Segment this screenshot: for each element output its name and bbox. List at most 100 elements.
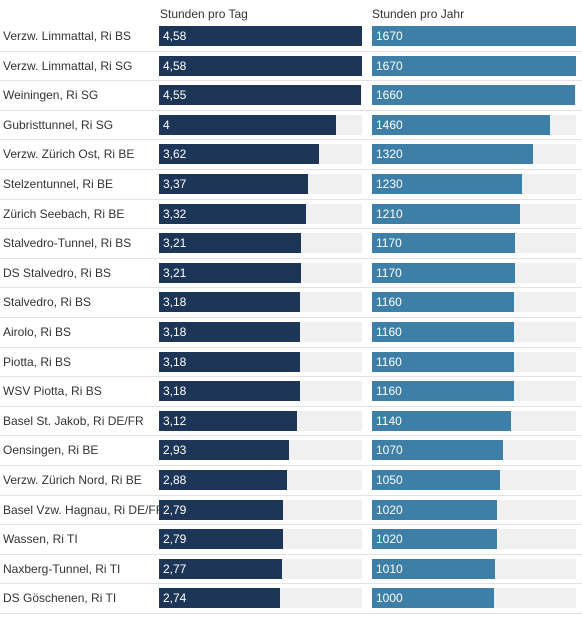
bar-track-tag: 3,18: [159, 351, 362, 372]
bar-value-jahr: 1000: [376, 591, 403, 606]
bar-track-tag: 3,62: [159, 144, 362, 165]
table-row: Gubristtunnel, Ri SG 4 1460: [0, 114, 582, 144]
row-divider: [0, 287, 582, 289]
row-label: Verzw. Zürich Ost, Ri BE: [3, 147, 135, 162]
bar-track-jahr: 1670: [372, 26, 576, 46]
bar-track-jahr: 1070: [372, 440, 576, 461]
row-label: Stalvedro-Tunnel, Ri BS: [3, 236, 132, 251]
row-label: Piotta, Ri BS: [3, 354, 72, 369]
bar-jahr: 1230: [372, 174, 523, 194]
row-divider: [0, 524, 582, 526]
bar-value-tag: 2,79: [163, 502, 187, 517]
bar-value-jahr: 1160: [376, 295, 402, 310]
row-divider: [0, 257, 582, 259]
row-divider: [0, 168, 582, 170]
bar-tag: 3,21: [159, 262, 302, 283]
bar-track-jahr: 1020: [372, 499, 576, 520]
bar-track-tag: 3,21: [159, 262, 362, 283]
row-divider: [0, 50, 582, 52]
bar-track-tag: 2,88: [159, 470, 362, 490]
bar-tag: 2,88: [159, 470, 287, 490]
bar-track-tag: 3,18: [159, 381, 362, 402]
bar-track-jahr: 1160: [372, 292, 576, 313]
row-divider: [0, 376, 582, 378]
row-divider: [0, 553, 582, 555]
row-divider: [0, 80, 582, 82]
table-row: Wassen, Ri TI 2,79 1020: [0, 529, 582, 558]
bar-value-jahr: 1230: [376, 177, 403, 191]
bar-value-tag: 4: [163, 117, 170, 132]
bar-jahr: 1160: [372, 381, 514, 402]
table-row: Oensingen, Ri BE 2,93 1070: [0, 440, 582, 469]
bar-track-jahr: 1320: [372, 144, 576, 165]
bar-track-tag: 3,21: [159, 233, 362, 254]
bar-value-tag: 3,62: [163, 147, 187, 162]
bar-tag: 4,55: [159, 85, 361, 106]
bar-track-jahr: 1050: [372, 470, 576, 490]
bar-value-tag: 3,21: [163, 265, 187, 280]
bar-value-jahr: 1670: [376, 29, 403, 43]
bar-value-jahr: 1020: [376, 502, 403, 517]
bar-tag: 3,18: [159, 322, 300, 342]
bar-tag: 2,93: [159, 440, 289, 461]
bar-value-jahr: 1140: [376, 413, 402, 428]
row-label: WSV Piotta, Ri BS: [3, 384, 102, 399]
bar-value-jahr: 1160: [376, 384, 402, 399]
bar-value-jahr: 1210: [376, 206, 403, 221]
table-row: Basel Vzw. Hagnau, Ri DE/FR 2,79 1020: [0, 499, 582, 529]
bar-track-jahr: 1160: [372, 351, 576, 372]
row-label: Verzw. Zürich Nord, Ri BE: [3, 473, 142, 487]
bar-track-jahr: 1670: [372, 55, 576, 76]
row-divider: [0, 464, 582, 466]
bar-track-tag: 3,12: [159, 410, 362, 431]
bar-track-jahr: 1660: [372, 85, 576, 106]
bar-value-jahr: 1460: [376, 117, 403, 132]
table-row: Verzw. Zürich Ost, Ri BE 3,62 1320: [0, 144, 582, 173]
bar-tag: 4,58: [159, 26, 362, 46]
bar-value-jahr: 1050: [376, 473, 403, 487]
bar-track-tag: 2,79: [159, 529, 362, 550]
bar-value-tag: 4,58: [163, 58, 187, 73]
bar-jahr: 1670: [372, 55, 576, 76]
bar-value-tag: 3,32: [163, 206, 187, 221]
bar-value-tag: 2,93: [163, 443, 187, 458]
bar-track-tag: 2,79: [159, 499, 362, 520]
bar-track-jahr: 1160: [372, 381, 576, 402]
bar-value-jahr: 1170: [376, 265, 402, 280]
bar-value-tag: 3,37: [163, 177, 187, 191]
bar-tag: 3,21: [159, 233, 302, 254]
bar-value-tag: 2,77: [163, 561, 187, 576]
bar-jahr: 1050: [372, 470, 501, 490]
bar-track-jahr: 1140: [372, 410, 576, 431]
bar-value-tag: 4,55: [163, 88, 187, 103]
bar-jahr: 1170: [372, 233, 515, 254]
row-divider: [0, 494, 582, 496]
column-header-per-day: Stunden pro Tag: [160, 7, 248, 21]
bar-value-jahr: 1320: [376, 147, 403, 162]
table-row: Stalvedro-Tunnel, Ri BS 3,21 1170: [0, 233, 582, 262]
bar-value-jahr: 1020: [376, 532, 403, 547]
row-divider: [0, 612, 582, 614]
row-divider: [0, 405, 582, 407]
table-row: Verzw. Limmattal, Ri SG 4,58 1670: [0, 55, 582, 85]
bar-track-tag: 3,37: [159, 174, 362, 194]
bar-value-tag: 3,18: [163, 354, 187, 369]
bar-track-jahr: 1210: [372, 203, 576, 224]
row-label: Oensingen, Ri BE: [3, 443, 99, 458]
bar-track-tag: 2,93: [159, 440, 362, 461]
bar-jahr: 1160: [372, 351, 514, 372]
table-row: WSV Piotta, Ri BS 3,18 1160: [0, 381, 582, 410]
bar-track-jahr: 1170: [372, 233, 576, 254]
bar-track-jahr: 1460: [372, 114, 576, 135]
bar-tag: 2,79: [159, 529, 283, 550]
row-label: Wassen, Ri TI: [3, 532, 78, 547]
bar-value-jahr: 1010: [376, 561, 403, 576]
bar-tag: 2,79: [159, 499, 283, 520]
bar-jahr: 1010: [372, 558, 496, 579]
bar-track-tag: 4,55: [159, 85, 362, 106]
bar-jahr: 1160: [372, 292, 514, 313]
row-label: DS Göschenen, Ri TI: [3, 591, 117, 606]
bar-tag: 3,32: [159, 203, 307, 224]
bar-track-tag: 3,18: [159, 292, 362, 313]
row-label: Stalvedro, Ri BS: [3, 295, 92, 310]
